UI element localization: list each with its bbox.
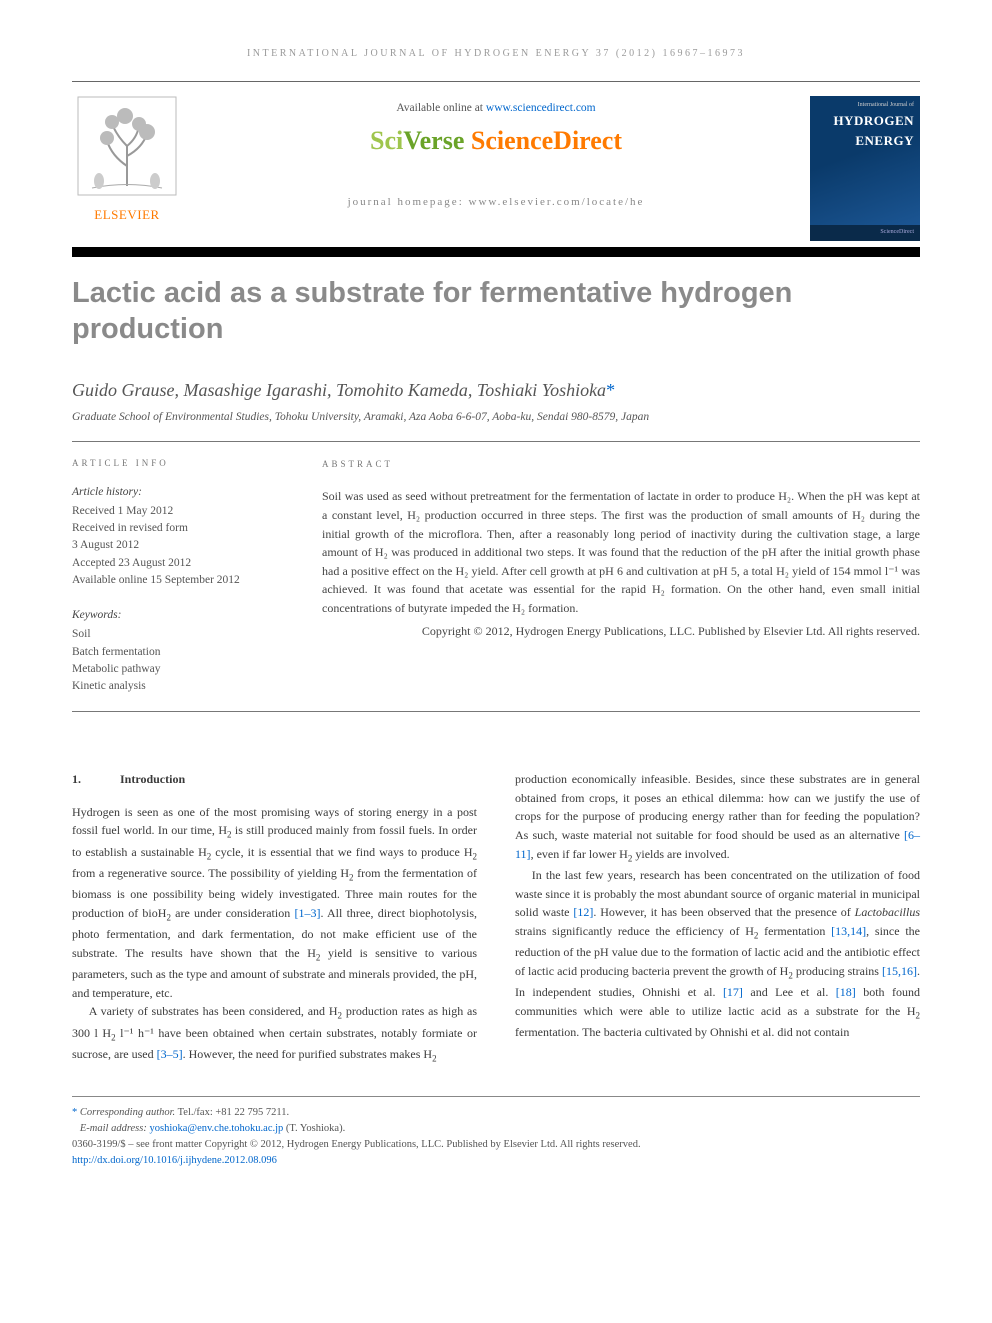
info-abstract-row: ARTICLE INFO Article history: Received 1… xyxy=(72,442,920,712)
keyword-2: Batch fermentation xyxy=(72,644,284,661)
keyword-4: Kinetic analysis xyxy=(72,678,284,695)
abstract-heading: ABSTRACT xyxy=(322,458,920,472)
ref-3-5[interactable]: [3–5] xyxy=(157,1047,183,1061)
sciencedirect-link[interactable]: www.sciencedirect.com xyxy=(486,102,596,114)
intro-para-1: Hydrogen is seen as one of the most prom… xyxy=(72,803,477,1003)
article-info-column: ARTICLE INFO Article history: Received 1… xyxy=(72,458,284,696)
corr-email-link[interactable]: yoshioka@env.che.tohoku.ac.jp xyxy=(149,1123,283,1134)
received-date: Received 1 May 2012 xyxy=(72,503,284,520)
corresponding-author-line: * Corresponding author. Tel./fax: +81 22… xyxy=(72,1105,920,1121)
corr-label: Corresponding author. xyxy=(80,1107,175,1118)
page-root: INTERNATIONAL JOURNAL OF HYDROGEN ENERGY… xyxy=(0,0,992,1218)
revised-line1: Received in revised form xyxy=(72,520,284,537)
brand-verse: Verse xyxy=(403,126,471,155)
abstract-column: ABSTRACT Soil was used as seed without p… xyxy=(322,458,920,696)
running-head: INTERNATIONAL JOURNAL OF HYDROGEN ENERGY… xyxy=(72,48,920,59)
corr-asterisk: * xyxy=(72,1107,77,1118)
abstract-copyright: Copyright © 2012, Hydrogen Energy Public… xyxy=(322,622,920,641)
accepted-date: Accepted 23 August 2012 xyxy=(72,555,284,572)
body-column-left: 1.Introduction Hydrogen is seen as one o… xyxy=(72,770,477,1066)
page-footer: * Corresponding author. Tel./fax: +81 22… xyxy=(72,1096,920,1168)
brand-sciencedirect: ScienceDirect xyxy=(471,126,622,155)
publisher-name: ELSEVIER xyxy=(72,207,182,223)
section-num: 1. xyxy=(72,770,120,789)
ref-18[interactable]: [18] xyxy=(836,985,856,999)
corresponding-marker: * xyxy=(606,380,615,400)
authors-text: Guido Grause, Masashige Igarashi, Tomohi… xyxy=(72,380,606,400)
cover-bottom-bar: ScienceDirect xyxy=(810,225,920,241)
email-suffix: (T. Yoshioka). xyxy=(283,1123,345,1134)
keyword-1: Soil xyxy=(72,626,284,643)
history-label: Article history: xyxy=(72,484,284,501)
rule-below-abstract xyxy=(72,711,920,712)
body-two-columns: 1.Introduction Hydrogen is seen as one o… xyxy=(72,770,920,1066)
ref-12[interactable]: [12] xyxy=(573,905,593,919)
journal-homepage: journal homepage: www.elsevier.com/locat… xyxy=(72,196,920,208)
keywords-block: Keywords: Soil Batch fermentation Metabo… xyxy=(72,607,284,695)
available-prefix: Available online at xyxy=(396,102,486,114)
affiliation: Graduate School of Environmental Studies… xyxy=(72,411,920,423)
corr-detail: Tel./fax: +81 22 795 7211. xyxy=(175,1107,289,1118)
lactobacillus-italic: Lactobacillus xyxy=(855,905,920,919)
email-line: E-mail address: yoshioka@env.che.tohoku.… xyxy=(72,1121,920,1137)
article-title: Lactic acid as a substrate for fermentat… xyxy=(72,275,920,348)
intro-para-3: In the last few years, research has been… xyxy=(515,866,920,1042)
header-center: Available online at www.sciencedirect.co… xyxy=(72,96,920,208)
section-1-heading: 1.Introduction xyxy=(72,770,477,789)
keywords-label: Keywords: xyxy=(72,607,284,624)
cover-title-1: HYDROGEN xyxy=(816,114,914,128)
author-list: Guido Grause, Masashige Igarashi, Tomohi… xyxy=(72,380,920,401)
ref-1-3[interactable]: [1–3] xyxy=(294,906,320,920)
intro-para-2-cont: production economically infeasible. Besi… xyxy=(515,770,920,866)
journal-cover-thumbnail: International Journal of HYDROGEN ENERGY… xyxy=(810,96,920,241)
ref-15-16[interactable]: [15,16] xyxy=(882,964,917,978)
abstract-body: Soil was used as seed without pretreatme… xyxy=(322,487,920,617)
cover-title-2: ENERGY xyxy=(816,134,914,148)
revised-line2: 3 August 2012 xyxy=(72,537,284,554)
section-title: Introduction xyxy=(120,772,185,786)
brand-sci: Sci xyxy=(370,126,403,155)
ref-13-14[interactable]: [13,14] xyxy=(831,924,866,938)
sciverse-brand: SciVerse ScienceDirect xyxy=(72,126,920,156)
email-label: E-mail address: xyxy=(80,1123,150,1134)
cover-top-text: International Journal of xyxy=(816,102,914,108)
intro-para-2: A variety of substrates has been conside… xyxy=(72,1002,477,1066)
ref-17[interactable]: [17] xyxy=(723,985,743,999)
doi-link[interactable]: http://dx.doi.org/10.1016/j.ijhydene.201… xyxy=(72,1155,277,1166)
elsevier-tree-icon xyxy=(77,96,177,196)
publisher-logo: ELSEVIER xyxy=(72,96,182,223)
online-date: Available online 15 September 2012 xyxy=(72,572,284,589)
issn-copyright-line: 0360-3199/$ – see front matter Copyright… xyxy=(72,1137,920,1153)
doi-line: http://dx.doi.org/10.1016/j.ijhydene.201… xyxy=(72,1153,920,1169)
availability-line: Available online at www.sciencedirect.co… xyxy=(72,102,920,114)
article-info-heading: ARTICLE INFO xyxy=(72,458,284,468)
journal-header: ELSEVIER Available online at www.science… xyxy=(72,81,920,241)
black-divider-bar xyxy=(72,247,920,257)
body-column-right: production economically infeasible. Besi… xyxy=(515,770,920,1066)
keyword-3: Metabolic pathway xyxy=(72,661,284,678)
